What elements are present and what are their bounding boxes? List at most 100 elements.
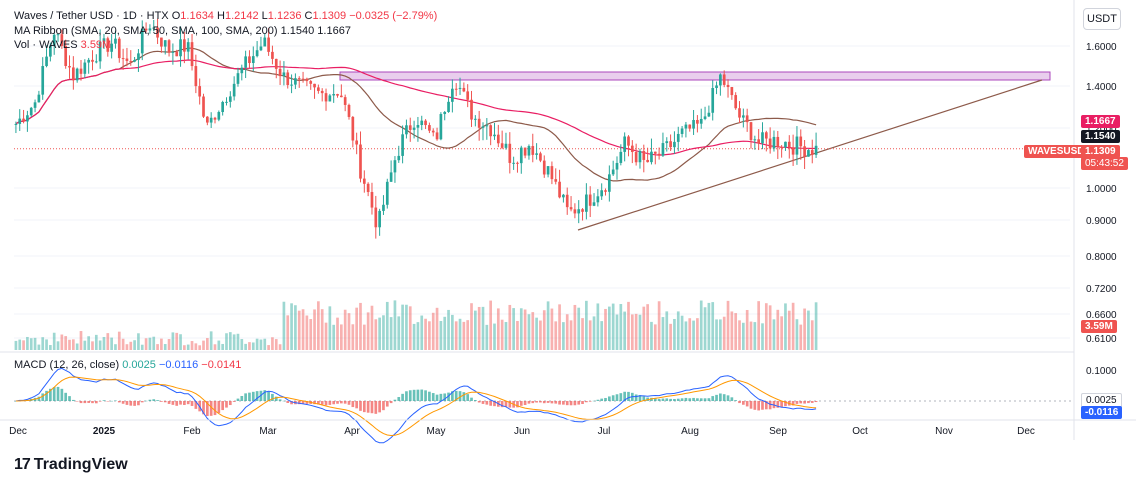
candle-body [45, 56, 48, 67]
candle-body [807, 150, 810, 157]
candle-body [286, 72, 290, 86]
candle-body [259, 46, 263, 51]
macd-hist-bar [64, 392, 68, 401]
volume-bar [730, 311, 734, 350]
volume-bar [573, 304, 577, 350]
candle-body [573, 209, 577, 214]
candle-body [397, 155, 401, 161]
tradingview-logo[interactable]: 17 TradingView [14, 456, 128, 474]
candle-body [764, 132, 768, 139]
macd-hist-bar [588, 401, 592, 402]
macd-hist-bar [604, 397, 607, 401]
candle-body [634, 152, 638, 163]
volume-bar [719, 319, 722, 350]
candle-body [194, 66, 198, 87]
volume-bar [684, 321, 688, 350]
macd-hist-bar [45, 390, 48, 401]
tradingview-logo-text: TradingView [33, 456, 128, 473]
macd-hist-bar [474, 400, 477, 401]
macd-hist-bar [508, 401, 512, 408]
macd-hist-bar [278, 399, 282, 401]
macd-hist-bar [206, 401, 209, 417]
candle-body [328, 95, 332, 102]
volume-bar [190, 341, 194, 350]
candle-body [140, 28, 144, 54]
candle-body [443, 111, 447, 115]
volume-bar [596, 303, 600, 350]
candle-body [527, 146, 531, 156]
volume-bar [374, 319, 378, 350]
candle-body [435, 132, 439, 140]
macd-hist-bar [340, 401, 343, 404]
macd-hist-bar [49, 388, 52, 401]
macd-hist-bar [550, 401, 554, 404]
macd-hist-bar [148, 399, 152, 401]
candle-body [688, 124, 692, 129]
candle-body [332, 94, 336, 96]
last-price-tag: 1.1309 [1081, 145, 1120, 158]
volume-bar [98, 340, 102, 350]
currency-unit-button[interactable]: USDT [1083, 8, 1121, 30]
macd-hist-bar [527, 401, 531, 404]
macd-hist-bar [466, 394, 470, 401]
volume-bar [202, 340, 205, 350]
volume-bar [255, 338, 259, 350]
candle-body [470, 99, 473, 120]
macd-hist-bar [102, 400, 106, 401]
volume-bar [79, 331, 83, 350]
volume-bar [424, 318, 427, 350]
macd-hist-bar [167, 401, 171, 404]
candle-body [542, 160, 546, 175]
macd-hist-bar [117, 401, 121, 403]
candle-body [730, 87, 734, 96]
candle-body [313, 83, 316, 88]
volume-bar [370, 305, 374, 350]
candle-body [129, 60, 133, 62]
macd-hist-bar [248, 392, 251, 401]
candle-body [696, 119, 699, 124]
candle-body [26, 115, 29, 122]
volume-bar [194, 343, 198, 350]
volume-bar [680, 315, 684, 350]
macd-hist-bar [542, 401, 546, 404]
candle-body [278, 68, 282, 77]
volume-bar [738, 320, 741, 350]
macd-hist-bar [370, 401, 374, 414]
candle-body [179, 39, 182, 57]
candle-body [133, 59, 136, 62]
candle-body [382, 204, 385, 211]
candle-body [68, 65, 71, 68]
candle-body [412, 127, 416, 130]
candle-body [462, 87, 466, 92]
volume-bar [60, 334, 64, 350]
candle-body [630, 145, 634, 153]
volume-bar [305, 315, 309, 350]
volume-bar [753, 322, 757, 350]
candle-body [803, 146, 806, 157]
macd-hist-bar [405, 391, 408, 401]
candle-body [722, 74, 726, 85]
candle-body [190, 42, 194, 67]
volume-bar [523, 309, 527, 350]
volume-bar [171, 332, 175, 350]
macd-hist-bar [742, 401, 745, 405]
volume-bar [485, 324, 489, 350]
macd-hist-bar [738, 401, 741, 404]
candle-body [596, 196, 600, 203]
macd-hist-bar [374, 401, 378, 414]
macd-hist-bar [144, 400, 148, 402]
time-tick-label: Jul [598, 426, 611, 437]
volume-bar [133, 340, 136, 350]
macd-hist-bar [454, 390, 458, 401]
volume-bar [301, 309, 305, 350]
volume-bar [699, 300, 703, 350]
candle-body [558, 181, 561, 198]
volume-bar [94, 334, 98, 350]
countdown-tag: 05:43:52 [1081, 157, 1128, 170]
macd-hist-bar [152, 399, 156, 401]
volume-bar [661, 317, 665, 350]
candle-body [144, 28, 148, 31]
volume-bar [14, 340, 18, 350]
candle-body [98, 41, 102, 62]
macd-signal-value: −0.0141 [201, 359, 242, 371]
